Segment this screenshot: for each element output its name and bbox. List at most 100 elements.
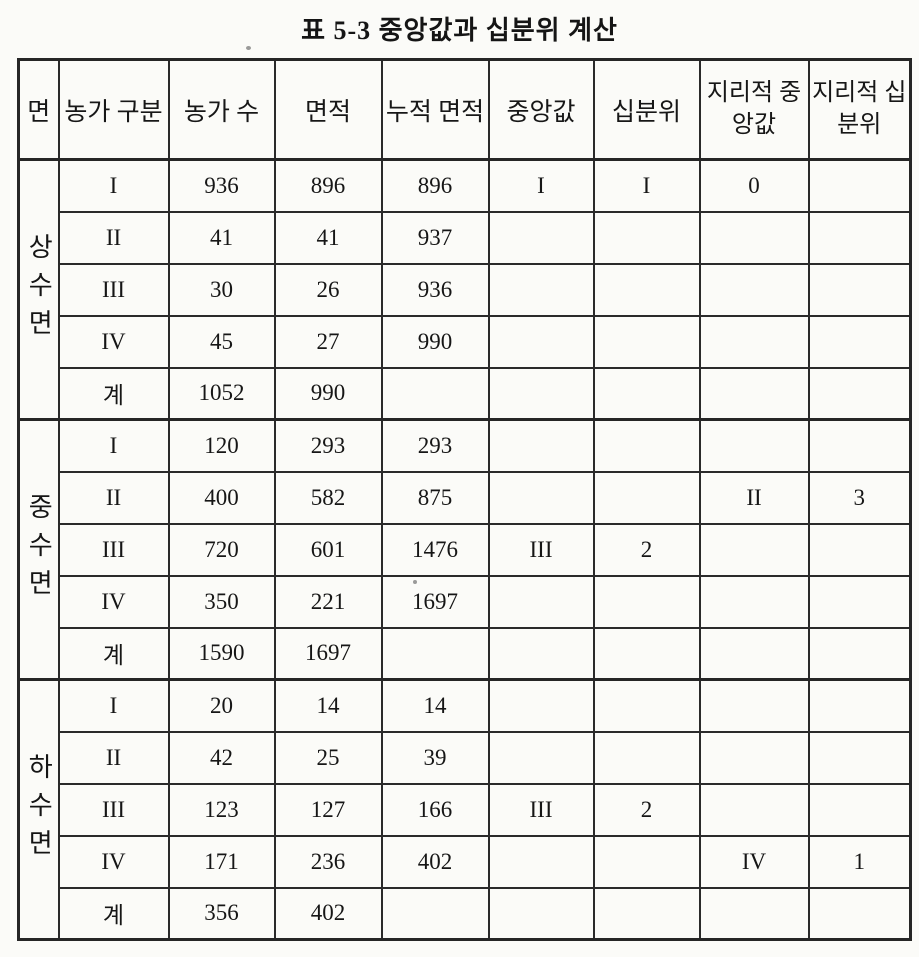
section-label: 하수면: [17, 678, 60, 941]
cell-median: [487, 366, 595, 421]
table-row: IV 45 27 990: [19, 314, 912, 369]
cell-cum-area: 896: [380, 158, 490, 213]
cell-geo-median: [698, 678, 810, 733]
cell-farm-class: III: [57, 522, 170, 577]
cell-area: 601: [273, 522, 383, 577]
cell-farm-class: IV: [57, 834, 170, 889]
cell-geo-median: [698, 366, 810, 421]
cell-area: 896: [273, 158, 383, 213]
cell-farm-class: III: [57, 262, 170, 317]
cell-decile: [592, 418, 701, 473]
header-region: 면: [17, 58, 60, 161]
section-hasu: 하수면 I 20 14 14 II 42 25 39 I: [17, 678, 912, 941]
cell-farm-count: 123: [167, 782, 276, 837]
section-label: 중수면: [17, 418, 60, 681]
cell-median: [487, 418, 595, 473]
table-row: 계 1052 990: [19, 366, 912, 421]
cell-farm-count: 1052: [167, 366, 276, 421]
table-row: 계 1590 1697: [19, 626, 912, 681]
cell-geo-median: IV: [698, 834, 810, 889]
cell-median: [487, 626, 595, 681]
cell-area: 41: [273, 210, 383, 265]
header-cum-area: 누적 면적: [380, 58, 490, 161]
table-row: 계 356 402: [19, 886, 912, 941]
cell-median: [487, 262, 595, 317]
table-row: IV 350 221 1697: [19, 574, 912, 629]
cell-geo-decile: [807, 418, 912, 473]
cell-farm-count: 720: [167, 522, 276, 577]
cell-area: 25: [273, 730, 383, 785]
cell-geo-median: 0: [698, 158, 810, 213]
cell-farm-count: 356: [167, 886, 276, 941]
cell-median: [487, 210, 595, 265]
cell-decile: 2: [592, 522, 701, 577]
table-row: IV 171 236 402 IV 1: [19, 834, 912, 889]
header-farm-count: 농가 수: [167, 58, 276, 161]
table-row: 상수면 I 936 896 896 I I 0: [17, 158, 912, 421]
table-title: 표 5-3 중앙값과 십분위 계산: [301, 16, 618, 45]
cell-geo-median: [698, 782, 810, 837]
cell-geo-decile: [807, 730, 912, 785]
cell-farm-class: II: [57, 210, 170, 265]
cell-geo-decile: [807, 314, 912, 369]
table-row: III 720 601 1476 III 2: [19, 522, 912, 577]
cell-median: [487, 730, 595, 785]
cell-decile: [592, 574, 701, 629]
cell-geo-median: [698, 730, 810, 785]
cell-cum-area: 402: [380, 834, 490, 889]
cell-decile: [592, 730, 701, 785]
table-header: 면 농가 구분 농가 수 면적 누적 면적 중앙값 십분위 지리적 중앙값 지리…: [17, 58, 912, 161]
table-row: II 400 582 875 II 3: [19, 470, 912, 525]
cell-geo-decile: [807, 210, 912, 265]
section-label: 상수면: [17, 158, 60, 421]
cell-cum-area: 937: [380, 210, 490, 265]
cell-area: 221: [273, 574, 383, 629]
table-row: III 30 26 936: [19, 262, 912, 317]
cell-cum-area: 39: [380, 730, 490, 785]
cell-geo-decile: [807, 782, 912, 837]
cell-area: 27: [273, 314, 383, 369]
cell-geo-median: [698, 314, 810, 369]
cell-farm-class: I: [57, 418, 170, 473]
cell-geo-median: [698, 418, 810, 473]
table-row: 중수면 I 120 293 293: [17, 418, 912, 681]
cell-geo-decile: [807, 886, 912, 941]
cell-decile: [592, 210, 701, 265]
cell-geo-median: [698, 886, 810, 941]
header-farm-class: 농가 구분: [57, 58, 170, 161]
cell-geo-decile: [807, 678, 912, 733]
cell-farm-class: 계: [57, 366, 170, 421]
cell-farm-class: IV: [57, 314, 170, 369]
cell-median: III: [487, 522, 595, 577]
cell-geo-median: [698, 522, 810, 577]
cell-median: III: [487, 782, 595, 837]
cell-cum-area: 166: [380, 782, 490, 837]
cell-decile: [592, 366, 701, 421]
cell-area: 26: [273, 262, 383, 317]
cell-cum-area: 990: [380, 314, 490, 369]
section-jungsu: 중수면 I 120 293 293 II 400 582 875 II 3: [17, 418, 912, 681]
cell-geo-median: [698, 262, 810, 317]
cell-decile: [592, 626, 701, 681]
cell-area: 236: [273, 834, 383, 889]
cell-geo-median: [698, 210, 810, 265]
table-row: 하수면 I 20 14 14: [17, 678, 912, 941]
cell-farm-class: I: [57, 158, 170, 213]
cell-farm-count: 42: [167, 730, 276, 785]
cell-geo-median: [698, 626, 810, 681]
cell-area: 582: [273, 470, 383, 525]
cell-geo-decile: [807, 626, 912, 681]
cell-cum-area: 936: [380, 262, 490, 317]
cell-farm-count: 936: [167, 158, 276, 213]
header-decile: 십분위: [592, 58, 701, 161]
cell-decile: [592, 834, 701, 889]
section-sangsu: 상수면 I 936 896 896 I I 0 II 41 41 937: [17, 158, 912, 421]
scan-speck: [246, 46, 251, 50]
cell-median: I: [487, 158, 595, 213]
cell-farm-class: II: [57, 730, 170, 785]
cell-farm-class: 계: [57, 626, 170, 681]
cell-area: 293: [273, 418, 383, 473]
cell-farm-count: 350: [167, 574, 276, 629]
cell-area: 402: [273, 886, 383, 941]
